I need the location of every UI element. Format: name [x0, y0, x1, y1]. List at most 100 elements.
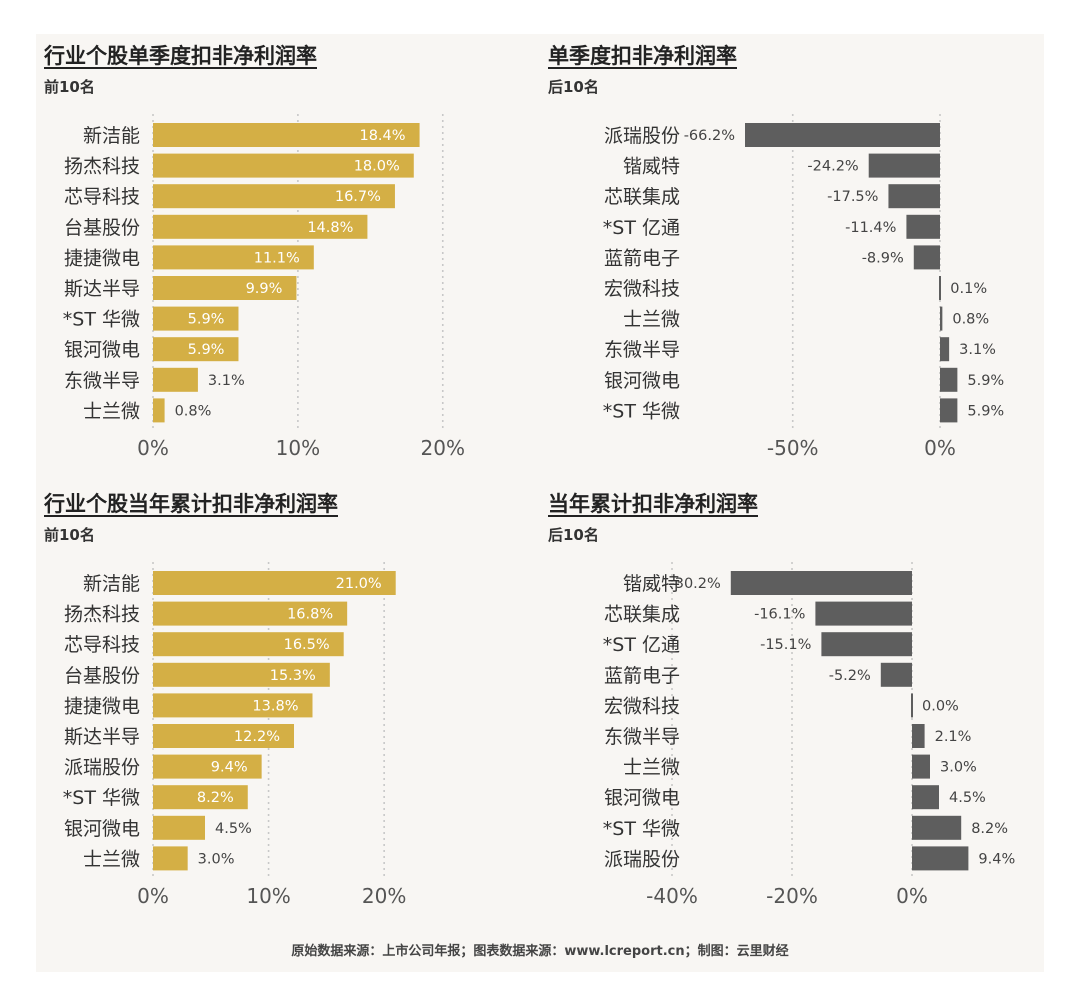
value-label: -8.9%: [862, 250, 904, 266]
category-label: 银河微电: [604, 370, 680, 392]
value-label: 3.1%: [959, 342, 996, 358]
category-label: 芯联集成: [604, 604, 680, 626]
value-label: 9.9%: [246, 281, 283, 297]
category-label: 东微半导: [64, 370, 140, 392]
bar: [153, 846, 188, 871]
value-label: 0.8%: [175, 403, 212, 419]
chart-title: 行业个股单季度扣非净利润率: [44, 44, 317, 68]
bar: [888, 184, 940, 209]
bar: [868, 153, 940, 178]
value-label: 0.0%: [922, 698, 959, 714]
x-tick-label: 20%: [362, 884, 406, 908]
category-label: 新洁能: [83, 573, 140, 595]
category-label: 芯联集成: [604, 186, 680, 208]
chart-title: 当年累计扣非净利润率: [548, 492, 758, 516]
category-label: *ST 华微: [63, 309, 140, 331]
bar: [911, 693, 913, 718]
bar: [745, 123, 940, 147]
bar: [153, 571, 396, 595]
category-label: 斯达半导: [64, 726, 140, 748]
chart-subtitle: 前10名: [44, 526, 95, 544]
bar: [940, 306, 943, 331]
bar: [912, 754, 930, 779]
x-tick-label: 10%: [246, 884, 290, 908]
bar: [912, 785, 939, 810]
x-tick-label: 10%: [276, 436, 320, 460]
x-tick-label: 0%: [924, 436, 956, 460]
category-label: 捷捷微电: [64, 247, 140, 269]
value-label: 15.3%: [270, 668, 316, 684]
chart-panel-ytd-bottom10: 当年累计扣非净利润率 后10名 -40% -20% 0% 锴威特 -30.2% 芯联集成 -…: [540, 482, 1020, 922]
category-label: 银河微电: [64, 818, 140, 840]
bar-chart: -50% 0% 派瑞股份 -66.2%锴威特 -24.2% 芯联集成 -17.5% *ST 亿…: [603, 114, 1004, 460]
bar: [153, 662, 330, 687]
bar: [153, 337, 239, 362]
category-label: 东微半导: [604, 339, 680, 361]
category-label: 宏微科技: [604, 695, 680, 717]
value-label: 18.4%: [359, 128, 405, 144]
category-label: 捷捷微电: [64, 695, 140, 717]
value-label: -15.1%: [760, 637, 811, 653]
category-label: 宏微科技: [604, 278, 680, 300]
bar: [821, 632, 912, 657]
bar-chart: 0% 10% 20% 新洁能 18.4% 扬杰科技 18.0% 芯导科技 16.7% 台基股份 14…: [63, 114, 465, 460]
bar: [153, 367, 198, 392]
category-label: *ST 华微: [63, 787, 140, 809]
category-label: 台基股份: [64, 665, 140, 687]
x-tick-label: 20%: [421, 436, 465, 460]
value-label: 0.1%: [950, 281, 987, 297]
bar: [153, 754, 262, 779]
infographic: 行业个股单季度扣非净利润率 前10名 0% 10% 20% 新洁能 18.4% 扬杰科技 1…: [36, 34, 1044, 972]
bar: [913, 245, 940, 270]
value-label: 16.7%: [335, 189, 381, 205]
bar: [940, 337, 950, 362]
bar: [730, 571, 912, 595]
bar: [153, 123, 420, 147]
value-label: 5.9%: [188, 342, 225, 358]
value-label: 4.5%: [949, 790, 986, 806]
bar: [153, 214, 368, 239]
value-label: 11.1%: [254, 250, 300, 266]
value-label: 5.9%: [188, 312, 225, 328]
bar: [153, 153, 414, 178]
value-label: 5.9%: [967, 403, 1004, 419]
category-label: 派瑞股份: [604, 848, 680, 870]
chart-subtitle: 前10名: [44, 78, 95, 96]
chart-panel-q-top10: 行业个股单季度扣非净利润率 前10名 0% 10% 20% 新洁能 18.4% 扬杰科技 1…: [36, 34, 516, 474]
value-label: 4.5%: [215, 821, 252, 837]
value-label: 14.8%: [307, 220, 353, 236]
bar: [153, 398, 165, 423]
bar: [153, 306, 239, 331]
value-label: 16.8%: [287, 607, 333, 623]
value-label: -5.2%: [829, 668, 871, 684]
category-label: *ST 亿通: [603, 634, 680, 656]
category-label: 锴威特: [623, 573, 680, 595]
bar: [153, 184, 395, 209]
bar: [912, 846, 969, 871]
category-label: 扬杰科技: [64, 604, 140, 626]
value-label: 0.8%: [952, 312, 989, 328]
bar: [153, 724, 294, 748]
bar: [912, 724, 925, 748]
category-label: 锴威特: [623, 156, 680, 178]
value-label: 5.9%: [967, 373, 1004, 389]
category-label: 新洁能: [83, 125, 140, 147]
value-label: -30.2%: [670, 576, 721, 592]
category-label: 台基股份: [64, 217, 140, 239]
bar: [940, 367, 958, 392]
category-label: 蓝箭电子: [604, 665, 680, 687]
bar: [153, 693, 313, 718]
x-tick-label: -20%: [766, 884, 818, 908]
bar: [906, 214, 940, 239]
chart-title: 行业个股当年累计扣非净利润率: [44, 492, 338, 516]
bar-chart: -40% -20% 0% 锴威特-30.2% 芯联集成 -16.1% *ST 亿通 -15.1…: [603, 562, 1015, 908]
value-label: -17.5%: [827, 189, 878, 205]
bar: [880, 662, 912, 687]
value-label: 8.2%: [971, 821, 1008, 837]
value-label: -66.2%: [684, 128, 735, 144]
bar: [153, 785, 248, 810]
value-label: -11.4%: [845, 220, 896, 236]
x-tick-label: 0%: [896, 884, 928, 908]
value-label: -24.2%: [807, 159, 858, 175]
value-label: 18.0%: [354, 159, 400, 175]
